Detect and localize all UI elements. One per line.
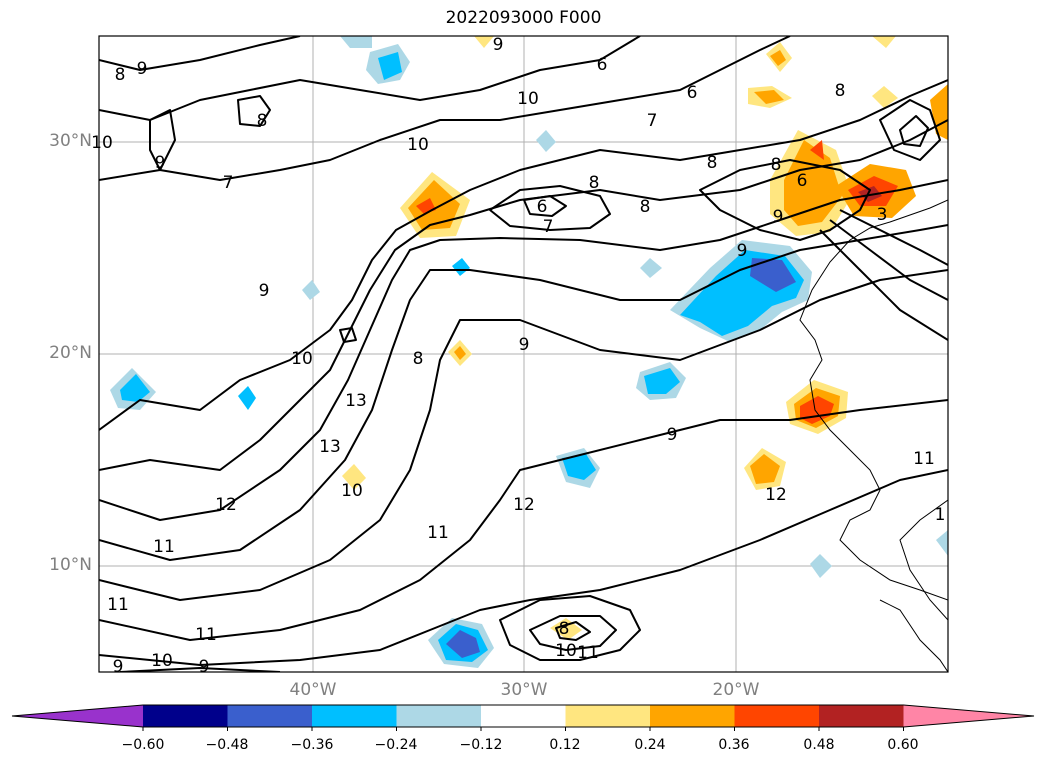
contour-label: 9	[493, 35, 504, 55]
contour-label: 9	[113, 657, 124, 677]
contour-label: 10	[291, 349, 313, 369]
contour-label: 13	[345, 391, 367, 411]
colorbar-segment	[396, 705, 482, 727]
colorbar-tick: −0.48	[205, 737, 249, 753]
contour-label: 11	[577, 643, 599, 663]
contour-label: 6	[537, 197, 548, 217]
colorbar-extend-low	[12, 705, 143, 727]
contour-label: 8	[115, 65, 126, 85]
contour-label: 1	[935, 505, 946, 525]
contour-label: 8	[707, 153, 718, 173]
lon-label-30w: 30°W	[500, 680, 548, 700]
contour-label: 6	[797, 171, 808, 191]
coastlines	[799, 199, 948, 672]
contour-label: 11	[153, 537, 175, 557]
map-frame	[98, 35, 949, 673]
contour-label: 11	[913, 449, 935, 469]
contour-label: 8	[640, 197, 651, 217]
contour-label: 10	[151, 651, 173, 671]
contour-label: 10	[91, 133, 113, 153]
negative-anomaly-patches	[110, 36, 948, 668]
colorbar-tick: −0.12	[459, 737, 503, 753]
contour-label: 9	[519, 335, 530, 355]
colorbar	[11, 704, 1035, 731]
contour-label: 9	[667, 425, 678, 445]
contour-label: 10	[407, 135, 429, 155]
contour-label: 9	[773, 207, 784, 227]
colorbar-tick: −0.36	[290, 737, 334, 753]
contour-label: 7	[543, 217, 554, 237]
colorbar-segment	[312, 705, 397, 727]
contour-label: 10	[341, 481, 363, 501]
contour-label: 12	[513, 495, 535, 515]
colorbar-tick: 0.12	[549, 737, 581, 753]
colorbar-tick: −0.24	[374, 737, 418, 753]
contour-label: 8	[413, 349, 424, 369]
contour-lines	[99, 36, 948, 672]
colorbar-segment	[819, 705, 904, 727]
colorbar-segment	[227, 705, 313, 727]
contour-label: 9	[137, 59, 148, 79]
colorbar-segment	[734, 705, 820, 727]
colorbar-segment	[143, 705, 228, 727]
contour-label: 10	[555, 641, 577, 661]
lat-label-10n: 10°N	[49, 555, 92, 575]
contour-label: 6	[597, 55, 608, 75]
contour-label: 10	[517, 89, 539, 109]
contour-label: 7	[223, 173, 234, 193]
contour-label: 9	[199, 657, 210, 677]
colorbar-tick: −0.60	[121, 737, 165, 753]
contour-label: 11	[195, 625, 217, 645]
contour-label: 8	[589, 173, 600, 193]
lat-label-30n: 30°N	[49, 131, 92, 151]
contour-label: 9	[259, 281, 270, 301]
gridlines	[99, 36, 948, 672]
colorbar-tick: 0.24	[634, 737, 666, 753]
contour-label: 12	[215, 495, 237, 515]
colorbar-tick: 0.48	[803, 737, 835, 753]
colorbar-tick: 0.36	[718, 737, 750, 753]
colorbar-tick: 0.60	[887, 737, 919, 753]
contour-label: 13	[319, 437, 341, 457]
contour-label: 3	[877, 205, 888, 225]
colorbar-segment	[565, 705, 651, 727]
contour-label: 8	[771, 155, 782, 175]
contour-label: 8	[559, 619, 570, 639]
contour-label: 6	[687, 83, 698, 103]
contour-label: 11	[427, 523, 449, 543]
contour-label: 8	[257, 111, 268, 131]
lat-label-20n: 20°N	[49, 343, 92, 363]
lon-label-20w: 20°W	[712, 680, 760, 700]
colorbar-extend-high	[903, 705, 1034, 727]
contour-label: 11	[107, 595, 129, 615]
contour-label: 12	[765, 485, 787, 505]
contour-label: 9	[155, 153, 166, 173]
contour-label: 7	[647, 111, 658, 131]
lon-label-40w: 40°W	[289, 680, 337, 700]
contour-label: 8	[835, 81, 846, 101]
contour-label: 9	[737, 241, 748, 261]
plot-title: 2022093000 F000	[445, 8, 602, 28]
colorbar-segment	[650, 705, 735, 727]
colorbar-segment	[481, 705, 566, 727]
